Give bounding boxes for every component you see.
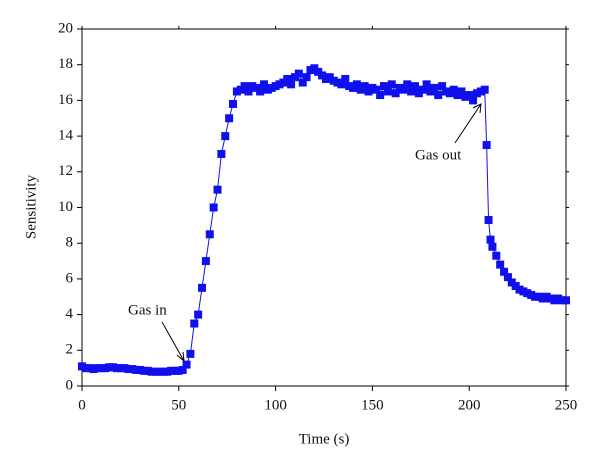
y-tick-label: 14 [58,128,74,144]
data-point [407,87,416,96]
data-point [488,242,497,251]
data-point [221,132,230,141]
x-tick-label: 150 [361,397,384,413]
data-point [190,319,199,328]
x-tick-label: 50 [171,397,186,413]
data-point [186,349,195,358]
data-point [298,78,307,87]
annotation-arrow [454,103,482,144]
data-point [465,91,474,100]
data-point [302,73,311,82]
data-point [194,310,203,319]
y-tick-label: 12 [58,163,73,179]
annotation: Gas out [415,147,462,163]
y-tick-label: 6 [66,270,74,286]
data-point [229,99,238,108]
data-point [380,82,389,91]
data-point [434,91,443,100]
data-point [410,82,419,91]
annotation-arrow [161,321,185,362]
data-point [209,203,218,212]
data-point [492,251,501,260]
y-tick-label: 16 [58,92,74,108]
data-point [486,235,495,244]
data-point [178,365,187,374]
y-axis-label: Sensitivity [23,174,39,239]
arrow-head [472,103,482,114]
data-point [259,80,268,89]
data-point [469,96,478,105]
data-point [205,230,214,239]
data-point [240,82,249,91]
data-point [422,80,431,89]
data-point [438,82,447,91]
data-point [198,283,207,292]
data-point [294,69,303,78]
data-point [341,74,350,83]
data-line [81,67,566,373]
data-point [225,114,234,123]
data-point [391,89,400,98]
data-point [287,80,296,89]
data-point [449,85,458,94]
x-tick-label: 250 [555,397,578,413]
data-point [372,85,381,94]
data-point [283,74,292,83]
arrow-head [176,351,185,363]
x-axis-label: Time (s) [299,431,350,447]
data-point [399,85,408,94]
y-tick-label: 20 [58,20,73,36]
y-tick-label: 4 [66,306,74,322]
y-tick-label: 8 [66,235,74,251]
annotation: Gas in [128,302,167,318]
data-point [383,87,392,96]
data-point [457,87,466,96]
data-point [256,87,265,96]
y-tick-label: 18 [58,56,73,72]
data-point [360,82,369,91]
data-point [182,360,191,369]
y-tick-label: 2 [66,342,74,358]
data-point [430,83,439,92]
data-point [503,273,512,282]
x-tick-label: 200 [458,397,481,413]
data-point [500,267,509,276]
y-tick-label: 10 [58,199,73,215]
y-tick-label: 0 [66,377,74,393]
x-tick-label: 100 [264,397,287,413]
data-point [482,141,491,150]
data-point [352,80,361,89]
data-point [484,215,493,224]
data-point [387,80,396,89]
data-point [201,257,210,266]
data-point [480,85,489,94]
data-point [496,260,505,269]
data-point [213,185,222,194]
data-point [562,296,570,305]
data-point [337,80,346,89]
data-point [244,87,253,96]
data-point [403,80,412,89]
x-tick-label: 0 [78,397,86,413]
data-point [217,149,226,158]
data-point [418,85,427,94]
data-point [376,91,385,100]
